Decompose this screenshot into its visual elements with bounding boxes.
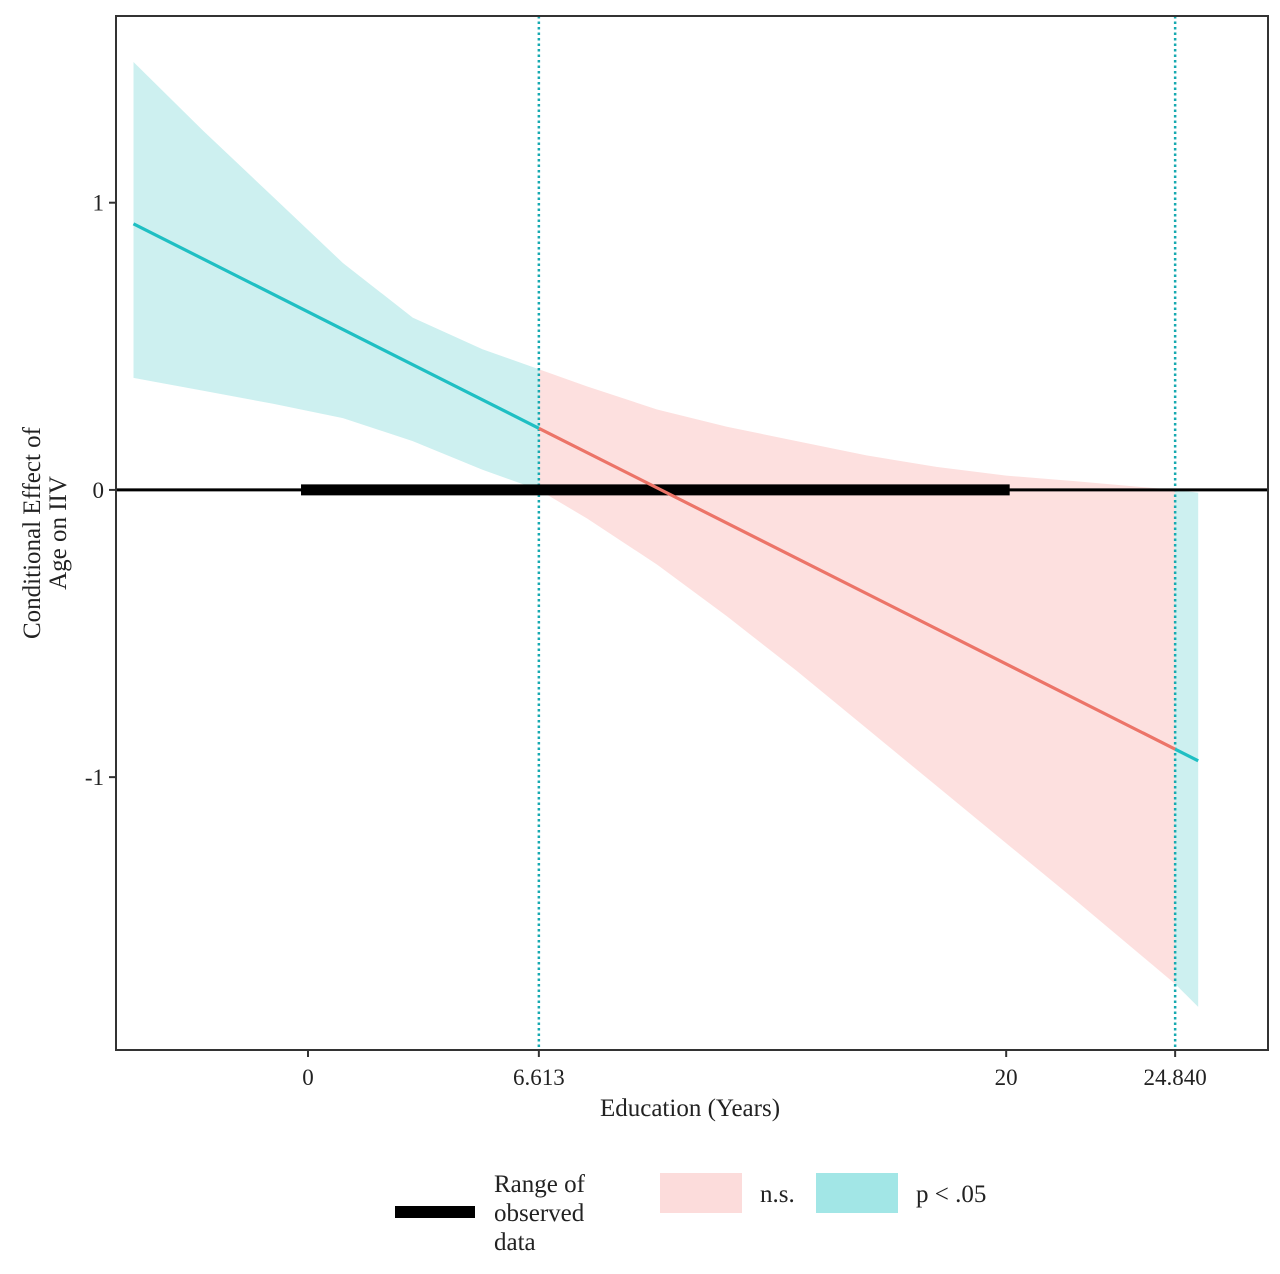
x-tick-label: 6.613	[513, 1065, 565, 1090]
legend-label-range-line: Range of	[494, 1171, 586, 1198]
legend-key-ns	[660, 1173, 742, 1213]
x-tick-label: 24.840	[1144, 1065, 1207, 1090]
y-tick-label: 0	[93, 478, 105, 503]
plot-panel-border	[115, 15, 1269, 1051]
y-axis-title-line: Conditional Effect of	[19, 426, 46, 639]
legend-label-ns: n.s.	[760, 1181, 795, 1208]
significant-band-right	[1175, 489, 1199, 1007]
legend-label-range-line: data	[494, 1229, 536, 1256]
effect-line-non-significant	[538, 426, 1176, 751]
effect-line-significant-right	[1174, 747, 1199, 763]
effect-line-layer	[132, 222, 1199, 763]
legend-label-range-line: observed	[494, 1200, 585, 1227]
x-tick-label: 0	[302, 1065, 314, 1090]
legend: Range of observed data n.s. p < .05	[395, 1171, 986, 1256]
y-axis-title-line: Age on IIV	[45, 476, 72, 590]
axes-layer: 0 6.613 20 24.840 1 0 -1 Education (Years) Condi…	[19, 191, 1207, 1122]
johnson-neyman-lines	[537, 16, 1177, 1050]
y-tick-label: -1	[85, 765, 104, 790]
y-axis-title: Conditional Effect ofAge on IIV	[19, 426, 72, 639]
effect-line-significant-left	[132, 222, 540, 430]
x-tick-label: 20	[995, 1065, 1018, 1090]
legend-label-sig: p < .05	[916, 1181, 986, 1208]
x-axis-title: Education (Years)	[600, 1095, 780, 1122]
confidence-band-layer	[133, 62, 1199, 1007]
legend-label-range: Range of observed data	[494, 1171, 586, 1256]
legend-key-sig	[816, 1173, 898, 1213]
significant-band-left	[133, 62, 539, 490]
non-significant-band	[538, 369, 1176, 984]
y-tick-label: 1	[93, 191, 105, 216]
